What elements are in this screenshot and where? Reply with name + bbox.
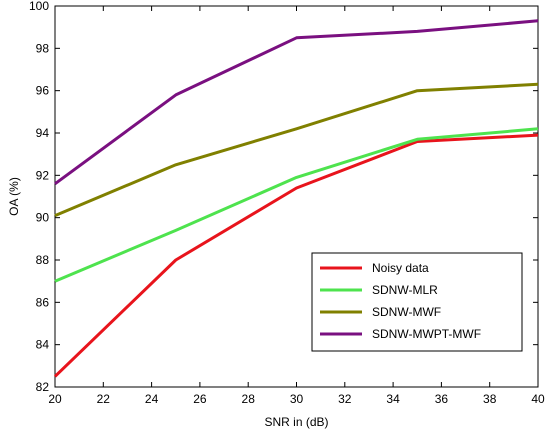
y-tick-label: 82 [36, 380, 50, 394]
y-tick-label: 84 [36, 338, 50, 352]
y-tick-label: 90 [36, 211, 50, 225]
y-tick-label: 94 [36, 126, 50, 140]
y-tick-label: 96 [36, 84, 50, 98]
x-axis-label: SNR in (dB) [264, 415, 328, 429]
legend: Noisy data SDNW-MLR SDNW-MWF SDNW-MWPT-MWF [311, 252, 523, 352]
x-tick-label: 24 [145, 392, 159, 406]
legend-label: Noisy data [372, 261, 429, 275]
series-line-2 [54, 82, 539, 217]
y-axis-ticks: 82 84 86 88 90 92 94 96 98 100 [29, 0, 538, 394]
legend-label: SDNW-MLR [372, 283, 438, 297]
y-axis-label: OA (%) [7, 177, 21, 216]
series-line-1 [54, 127, 539, 283]
x-tick-label: 36 [435, 392, 449, 406]
y-tick-label: 92 [36, 168, 50, 182]
y-tick-label: 100 [29, 0, 49, 13]
y-tick-label: 98 [36, 41, 50, 55]
y-tick-label: 88 [36, 253, 50, 267]
x-tick-label: 34 [386, 392, 400, 406]
x-tick-label: 38 [483, 392, 497, 406]
x-tick-label: 26 [193, 392, 207, 406]
x-tick-label: 20 [48, 392, 62, 406]
x-tick-label: 22 [97, 392, 111, 406]
x-axis-ticks: 20 22 24 26 28 30 32 34 36 38 40 [48, 6, 545, 406]
legend-label: SDNW-MWF [372, 305, 441, 319]
x-tick-label: 30 [290, 392, 304, 406]
y-tick-label: 86 [36, 295, 50, 309]
x-tick-label: 40 [531, 392, 545, 406]
series-line-3 [54, 19, 539, 186]
x-tick-label: 32 [338, 392, 352, 406]
series-lines [53, 19, 539, 378]
legend-label: SDNW-MWPT-MWF [372, 327, 481, 341]
x-tick-label: 28 [242, 392, 256, 406]
series-line-0 [53, 133, 539, 378]
